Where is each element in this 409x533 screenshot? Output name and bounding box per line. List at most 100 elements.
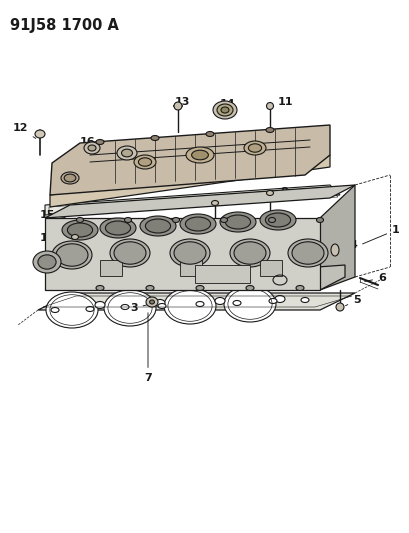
Ellipse shape [104, 290, 155, 326]
Ellipse shape [38, 255, 56, 269]
Ellipse shape [67, 223, 92, 237]
Ellipse shape [229, 239, 270, 267]
Ellipse shape [114, 242, 146, 264]
Ellipse shape [266, 102, 273, 109]
Ellipse shape [138, 158, 151, 166]
Text: 2: 2 [287, 282, 317, 293]
Ellipse shape [205, 132, 213, 136]
Text: 11: 11 [271, 97, 293, 108]
Ellipse shape [186, 147, 213, 163]
Polygon shape [50, 155, 329, 207]
Ellipse shape [196, 286, 204, 290]
FancyBboxPatch shape [259, 260, 281, 276]
Ellipse shape [172, 217, 179, 222]
Ellipse shape [266, 190, 273, 196]
Ellipse shape [185, 217, 210, 231]
Text: 10: 10 [40, 233, 69, 243]
Text: 8: 8 [271, 187, 287, 197]
Ellipse shape [291, 242, 323, 264]
Ellipse shape [56, 244, 88, 266]
Ellipse shape [287, 239, 327, 267]
Ellipse shape [96, 286, 104, 290]
Ellipse shape [248, 144, 261, 152]
Polygon shape [319, 185, 354, 290]
Ellipse shape [110, 239, 150, 267]
Polygon shape [38, 293, 354, 310]
Ellipse shape [146, 286, 154, 290]
Ellipse shape [51, 308, 59, 312]
Ellipse shape [259, 210, 295, 230]
Polygon shape [50, 125, 329, 195]
FancyBboxPatch shape [100, 260, 122, 276]
Ellipse shape [225, 215, 250, 229]
Ellipse shape [139, 216, 175, 236]
Ellipse shape [268, 217, 275, 222]
Ellipse shape [216, 104, 232, 116]
Ellipse shape [121, 149, 132, 157]
Ellipse shape [76, 217, 83, 222]
Ellipse shape [265, 127, 273, 133]
Ellipse shape [213, 101, 236, 119]
Ellipse shape [164, 288, 216, 324]
Ellipse shape [220, 212, 255, 232]
Polygon shape [45, 185, 339, 215]
Ellipse shape [71, 235, 78, 239]
Ellipse shape [52, 241, 92, 269]
Ellipse shape [335, 303, 343, 311]
Ellipse shape [105, 221, 130, 235]
Ellipse shape [191, 150, 208, 160]
Ellipse shape [196, 302, 204, 306]
Ellipse shape [95, 302, 105, 309]
Polygon shape [45, 218, 319, 290]
Ellipse shape [151, 135, 159, 141]
Ellipse shape [214, 297, 225, 304]
Ellipse shape [64, 174, 76, 182]
Ellipse shape [146, 297, 157, 307]
Text: 4: 4 [340, 240, 357, 250]
Ellipse shape [170, 239, 209, 267]
Text: 15: 15 [40, 210, 65, 220]
Ellipse shape [220, 107, 229, 113]
Text: 12: 12 [12, 123, 36, 139]
Ellipse shape [268, 298, 276, 303]
FancyBboxPatch shape [180, 260, 202, 276]
Polygon shape [45, 185, 354, 218]
Ellipse shape [35, 130, 45, 138]
Ellipse shape [223, 286, 275, 322]
Text: 14: 14 [127, 142, 142, 152]
Ellipse shape [157, 303, 166, 309]
Ellipse shape [86, 306, 94, 311]
Text: 14: 14 [220, 99, 235, 112]
Ellipse shape [295, 286, 303, 290]
Ellipse shape [61, 172, 79, 184]
Ellipse shape [62, 220, 98, 240]
Ellipse shape [234, 242, 265, 264]
Text: 16: 16 [80, 137, 96, 147]
Ellipse shape [33, 251, 61, 273]
Ellipse shape [220, 217, 227, 222]
Text: 1: 1 [362, 225, 399, 244]
Ellipse shape [145, 219, 170, 233]
Ellipse shape [46, 292, 98, 328]
Ellipse shape [300, 297, 308, 303]
Ellipse shape [124, 217, 131, 222]
Ellipse shape [274, 295, 284, 303]
Ellipse shape [211, 200, 218, 206]
Ellipse shape [173, 102, 182, 110]
Ellipse shape [330, 244, 338, 256]
Ellipse shape [96, 140, 104, 144]
Ellipse shape [316, 217, 323, 222]
Text: 7: 7 [144, 313, 151, 383]
Text: 9: 9 [218, 197, 232, 207]
Ellipse shape [149, 300, 154, 304]
Ellipse shape [155, 300, 164, 306]
Ellipse shape [243, 141, 265, 155]
Ellipse shape [117, 146, 137, 160]
Text: 91J58 1700 A: 91J58 1700 A [10, 18, 119, 33]
Ellipse shape [121, 304, 129, 310]
Polygon shape [45, 265, 344, 290]
Ellipse shape [173, 242, 205, 264]
Ellipse shape [180, 214, 216, 234]
Ellipse shape [134, 155, 155, 169]
Ellipse shape [245, 286, 254, 290]
